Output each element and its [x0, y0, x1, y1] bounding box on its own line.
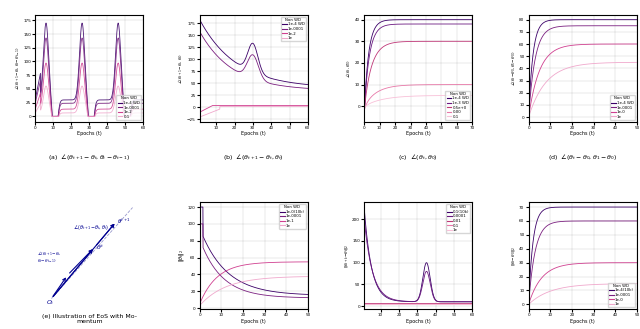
X-axis label: Epochs (t): Epochs (t) [77, 131, 102, 137]
Y-axis label: $\angle(\theta_t, \theta_0)$: $\angle(\theta_t, \theta_0)$ [345, 59, 353, 78]
Legend: 1e-0(10k), 1e-0001, 1e-1, 1e: 1e-0(10k), 1e-0001, 1e-1, 1e [279, 204, 306, 229]
X-axis label: Epochs (t): Epochs (t) [406, 131, 431, 137]
Legend: 0.1(10k), 0.0001, 0.01, 0.1, 1e: 0.1(10k), 0.0001, 0.01, 0.1, 1e [445, 204, 470, 233]
X-axis label: Epochs (t): Epochs (t) [570, 319, 595, 324]
Text: $O_t$: $O_t$ [46, 298, 55, 307]
Text: (e) Illustration of EoS with Mo-
mentum: (e) Illustration of EoS with Mo- mentum [42, 314, 137, 324]
Y-axis label: $\|\theta_t\|_2$: $\|\theta_t\|_2$ [177, 249, 186, 262]
Text: (c)  $\angle(\theta_t, \theta_0)$: (c) $\angle(\theta_t, \theta_0)$ [398, 152, 438, 162]
Legend: 1e-4 WD, 1e-0001, 1e-0, 1e: 1e-4 WD, 1e-0001, 1e-0, 1e [610, 95, 635, 120]
Legend: 1e-4 WD, 1e-0001, 1e-2, 0.1: 1e-4 WD, 1e-0001, 1e-2, 0.1 [116, 95, 141, 120]
X-axis label: Epochs (t): Epochs (t) [570, 131, 595, 137]
Y-axis label: $\|\theta_t\!-\!\theta_0\|_2$: $\|\theta_t\!-\!\theta_0\|_2$ [511, 246, 518, 266]
Text: $\theta^t$: $\theta^t$ [97, 243, 104, 252]
Y-axis label: $\angle(\theta_{t+1}\!-\!\theta_t,\theta_t)$: $\angle(\theta_{t+1}\!-\!\theta_t,\theta… [177, 53, 186, 84]
X-axis label: Epochs (t): Epochs (t) [241, 131, 266, 137]
Text: $\theta_t\!-\!\theta_{t-1})$: $\theta_t\!-\!\theta_{t-1})$ [37, 257, 57, 265]
Text: $\theta^{t+1}$: $\theta^{t+1}$ [117, 216, 132, 226]
Text: $\angle(\theta_{t+1}\!-\!\theta_t,$: $\angle(\theta_{t+1}\!-\!\theta_t,$ [37, 250, 62, 258]
Text: (b)  $\angle(\theta_{t+1} - \theta_t, \theta_t)$: (b) $\angle(\theta_{t+1} - \theta_t, \th… [223, 152, 284, 162]
Y-axis label: $\angle(\theta_t\!-\!\theta_0,\theta_1\!-\!\theta_0)$: $\angle(\theta_t\!-\!\theta_0,\theta_1\!… [509, 51, 518, 86]
X-axis label: Epochs (t): Epochs (t) [241, 319, 266, 324]
Legend: 1e-4 WD, 1e-3 WD, 0.5e+0, 0.00, 0.1: 1e-4 WD, 1e-3 WD, 0.5e+0, 0.00, 0.1 [445, 91, 470, 120]
X-axis label: Epochs (t): Epochs (t) [406, 319, 431, 324]
Text: $\angle(\theta_{t+1}\!-\!\theta_t,\theta_t)$: $\angle(\theta_{t+1}\!-\!\theta_t,\theta… [73, 223, 109, 232]
Text: (a)  $\angle(\theta_{t+1} - \theta_t, \theta_t - \theta_{t-1})$: (a) $\angle(\theta_{t+1} - \theta_t, \th… [48, 152, 131, 162]
Text: (d)  $\angle(\theta_t - \theta_0, \theta_1 - \theta_0)$: (d) $\angle(\theta_t - \theta_0, \theta_… [548, 152, 618, 162]
Legend: 1e-4 WD, 1e-0001, 1e-2, 1e: 1e-4 WD, 1e-0001, 1e-2, 1e [281, 17, 306, 41]
Y-axis label: $\|\theta_{t+k}\!-\!\theta_t\|_2$: $\|\theta_{t+k}\!-\!\theta_t\|_2$ [344, 244, 351, 268]
Y-axis label: $\angle(\theta_{t+1}\!-\!\theta_t,\theta_t\!-\!\theta_{t-1})$: $\angle(\theta_{t+1}\!-\!\theta_t,\theta… [13, 46, 22, 90]
Legend: 1e-4(10k), 1e-0001, 1e-0, 1e: 1e-4(10k), 1e-0001, 1e-0, 1e [608, 283, 635, 307]
